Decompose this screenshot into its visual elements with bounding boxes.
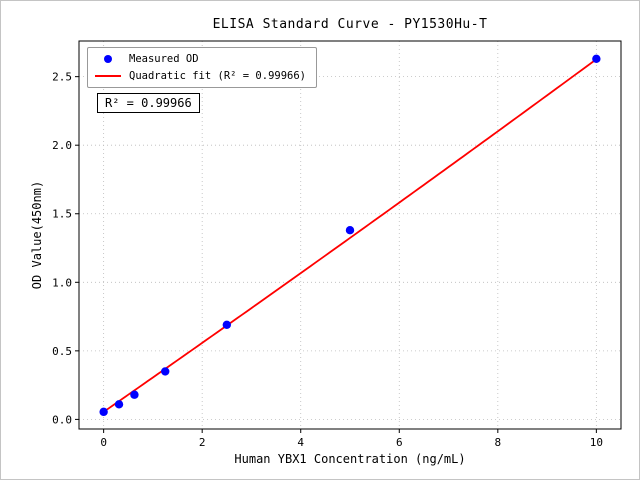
data-point <box>345 226 355 235</box>
quadratic-fit-marker-icon <box>95 75 121 77</box>
y-tick-label: 2.0 <box>52 139 72 152</box>
legend-entry-measured: Measured OD <box>95 53 306 65</box>
data-point <box>130 390 139 399</box>
x-tick-label: 6 <box>396 436 403 449</box>
quadratic-fit-line <box>103 58 597 413</box>
y-tick-label: 1.5 <box>52 208 72 221</box>
axes-frame <box>78 40 622 430</box>
y-tick-label: 1.0 <box>52 276 72 289</box>
y-tick-label: 0.5 <box>52 345 72 358</box>
measured-od-series <box>99 54 601 417</box>
x-tick-label: 8 <box>495 436 502 449</box>
legend: Measured OD Quadratic fit (R² = 0.99966) <box>87 47 318 88</box>
measured-od-marker-icon <box>95 55 121 63</box>
chart-title: ELISA Standard Curve - PY1530Hu-T <box>212 17 488 32</box>
x-tick-label: 2 <box>199 436 206 449</box>
legend-label-measured: Measured OD <box>129 53 199 65</box>
tick-labels: 0 2 4 6 8 10 0.0 0.5 1.0 1.5 2.0 2.5 <box>52 71 603 449</box>
data-point <box>161 367 170 376</box>
x-tick-label: 4 <box>297 436 304 449</box>
data-point <box>592 54 601 64</box>
y-tick-label: 2.5 <box>52 71 72 84</box>
x-tick-label: 10 <box>590 436 603 449</box>
legend-entry-fit: Quadratic fit (R² = 0.99966) <box>95 70 306 82</box>
y-axis-label: OD Value(450nm) <box>30 180 44 290</box>
y-tick-label: 0.0 <box>52 413 72 426</box>
x-axis-label: Human YBX1 Concentration (ng/mL) <box>234 452 466 466</box>
x-tick-label: 0 <box>100 436 107 449</box>
data-point <box>99 407 108 417</box>
legend-label-fit: Quadratic fit (R² = 0.99966) <box>129 70 307 82</box>
r-squared-annotation: R² = 0.99966 <box>97 93 200 113</box>
data-point <box>114 400 124 409</box>
data-point <box>222 320 232 329</box>
